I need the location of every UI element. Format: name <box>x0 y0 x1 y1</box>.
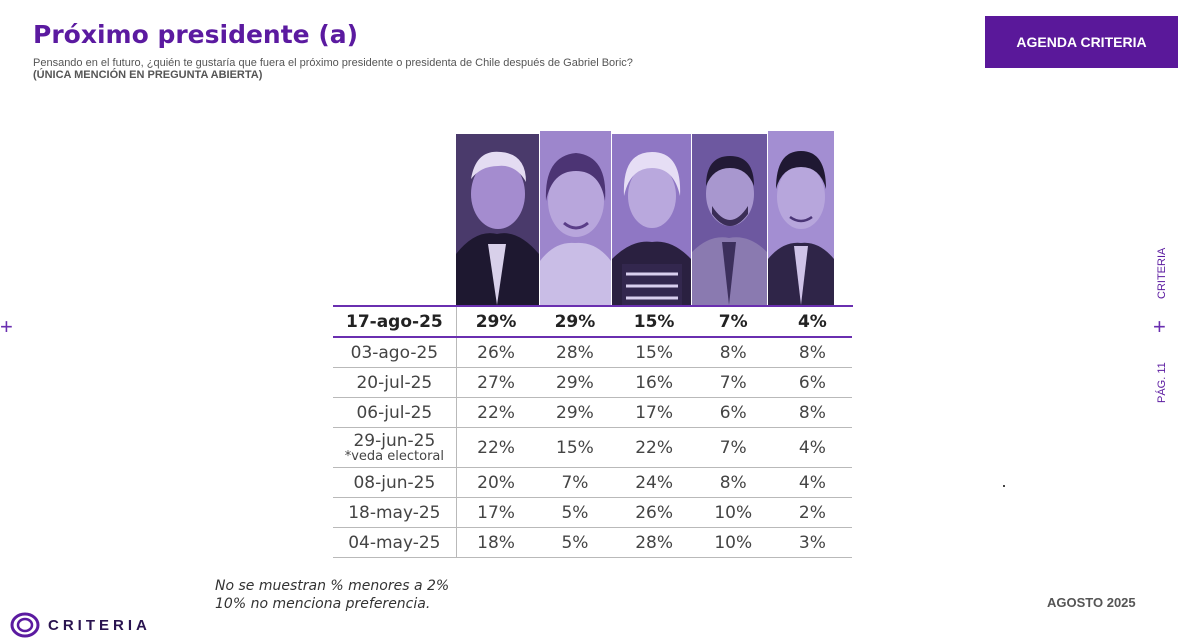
value-cell: 29% <box>535 397 615 428</box>
value-cell: 6% <box>772 367 852 398</box>
value-cell: 8% <box>693 337 773 368</box>
candidate-photos <box>0 131 900 305</box>
value-cell: 22% <box>456 397 536 428</box>
table-row: 29-jun-25 *veda electoral 22% 15% 22% 7%… <box>333 427 852 468</box>
row-date: 29-jun-25 *veda electoral <box>333 427 457 468</box>
footnote-2: 10% no menciona preferencia. <box>215 596 431 612</box>
value-cell: 24% <box>614 467 694 498</box>
table-row: 06-jul-25 22% 29% 17% 6% 8% <box>333 397 852 428</box>
value-cell: 2% <box>772 497 852 528</box>
table-row: 04-may-25 18% 5% 28% 10% 3% <box>333 527 852 558</box>
value-cell: 29% <box>456 307 536 338</box>
candidate-photo-3 <box>612 134 691 305</box>
value-cell: 27% <box>456 367 536 398</box>
plus-icon: + <box>0 314 13 339</box>
value-cell: 8% <box>772 397 852 428</box>
row-date: 17-ago-25 <box>333 307 457 338</box>
survey-question: Pensando en el futuro, ¿quién te gustarí… <box>33 57 933 81</box>
stray-dot <box>1003 485 1005 487</box>
value-cell: 8% <box>693 467 773 498</box>
value-cell: 15% <box>614 307 694 338</box>
report-date: AGOSTO 2025 <box>1047 595 1136 610</box>
candidate-photo-1 <box>456 134 539 305</box>
value-cell: 4% <box>772 467 852 498</box>
value-cell: 5% <box>535 527 615 558</box>
criteria-logo-icon <box>10 612 40 638</box>
value-cell: 15% <box>614 337 694 368</box>
value-cell: 29% <box>535 307 615 338</box>
table-row: 08-jun-25 20% 7% 24% 8% 4% <box>333 467 852 498</box>
value-cell: 7% <box>693 367 773 398</box>
table-row: 17-ago-25 29% 29% 15% 7% 4% <box>333 307 852 338</box>
footnote-1: No se muestran % menores a 2% <box>215 578 450 594</box>
value-cell: 6% <box>693 397 773 428</box>
value-cell: 5% <box>535 497 615 528</box>
value-cell: 26% <box>456 337 536 368</box>
value-cell: 22% <box>614 427 694 468</box>
value-cell: 22% <box>456 427 536 468</box>
row-date: 04-may-25 <box>333 527 457 558</box>
logo-text: CRITERIA <box>48 616 151 634</box>
value-cell: 3% <box>772 527 852 558</box>
candidate-photo-4 <box>692 134 767 305</box>
question-text: Pensando en el futuro, ¿quién te gustarí… <box>33 57 633 69</box>
question-note: (ÚNICA MENCIÓN EN PREGUNTA ABIERTA) <box>33 69 263 81</box>
table-row: 03-ago-25 26% 28% 15% 8% 8% <box>333 337 852 368</box>
row-date: 03-ago-25 <box>333 337 457 368</box>
footnotes: No se muestran % menores a 2% 10% no men… <box>215 577 449 613</box>
row-date-note: *veda electoral <box>344 448 444 464</box>
table-row: 18-may-25 17% 5% 26% 10% 2% <box>333 497 852 528</box>
value-cell: 16% <box>614 367 694 398</box>
value-cell: 10% <box>693 497 773 528</box>
value-cell: 18% <box>456 527 536 558</box>
poll-table: 17-ago-25 29% 29% 15% 7% 4% 03-ago-25 26… <box>333 305 853 558</box>
value-cell: 7% <box>693 307 773 338</box>
value-cell: 28% <box>614 527 694 558</box>
table-row: 20-jul-25 27% 29% 16% 7% 6% <box>333 367 852 398</box>
value-cell: 17% <box>614 397 694 428</box>
criteria-logo: CRITERIA <box>10 612 151 638</box>
side-tab: CRITERIA + PÁG. 11 <box>1140 240 1178 410</box>
side-plus-icon: + <box>1153 314 1166 339</box>
candidate-photo-2 <box>540 131 611 305</box>
value-cell: 7% <box>693 427 773 468</box>
value-cell: 28% <box>535 337 615 368</box>
value-cell: 29% <box>535 367 615 398</box>
side-brand: CRITERIA <box>1156 247 1168 299</box>
page-number: PÁG. 11 <box>1156 362 1168 403</box>
agenda-criteria-button[interactable]: AGENDA CRITERIA <box>985 16 1178 68</box>
value-cell: 10% <box>693 527 773 558</box>
value-cell: 4% <box>772 307 852 338</box>
value-cell: 20% <box>456 467 536 498</box>
page-title: Próximo presidente (a) <box>33 20 359 49</box>
value-cell: 4% <box>772 427 852 468</box>
value-cell: 17% <box>456 497 536 528</box>
candidate-photo-5 <box>768 131 834 305</box>
row-date: 20-jul-25 <box>333 367 457 398</box>
value-cell: 15% <box>535 427 615 468</box>
row-date: 18-may-25 <box>333 497 457 528</box>
value-cell: 26% <box>614 497 694 528</box>
value-cell: 8% <box>772 337 852 368</box>
row-date: 08-jun-25 <box>333 467 457 498</box>
value-cell: 7% <box>535 467 615 498</box>
row-date: 06-jul-25 <box>333 397 457 428</box>
